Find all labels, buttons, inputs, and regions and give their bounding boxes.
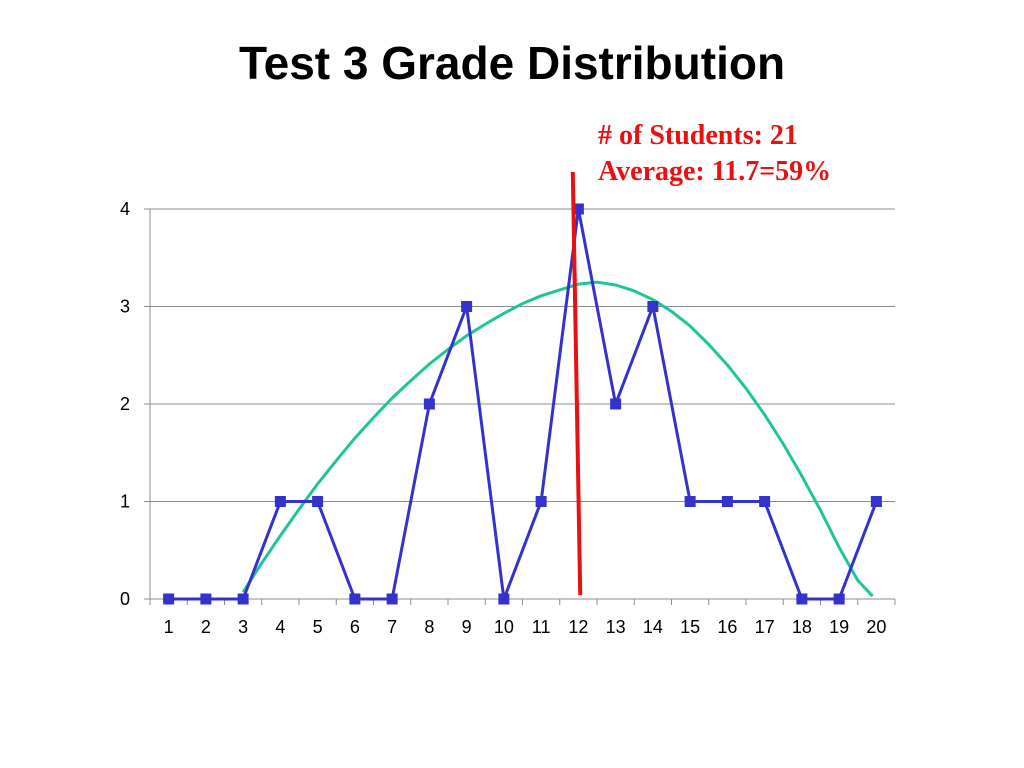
average-line	[570, 171, 583, 596]
series-line	[168, 208, 878, 601]
y-tick-label: 3	[120, 297, 130, 317]
x-tick-label: 16	[717, 617, 737, 637]
grid-layer	[150, 208, 895, 600]
data-point-3	[237, 593, 249, 605]
data-point-16	[721, 496, 733, 507]
data-point-4	[274, 496, 286, 507]
data-point-14	[647, 301, 659, 312]
data-point-9	[461, 301, 473, 312]
data-point-2	[200, 593, 212, 605]
data-point-18	[796, 593, 808, 605]
fit-curve	[241, 280, 874, 598]
y-tick-label: 0	[120, 589, 130, 609]
x-tick-label: 1	[164, 617, 174, 637]
data-point-11	[535, 496, 547, 507]
x-tick-label: 15	[680, 617, 700, 637]
x-tick-label: 5	[313, 617, 323, 637]
x-tick-label: 3	[238, 617, 248, 637]
x-tick-label: 4	[275, 617, 285, 637]
data-point-5	[312, 496, 324, 507]
y-tick-label: 4	[120, 199, 130, 219]
x-tick-label: 20	[866, 617, 886, 637]
data-point-12	[572, 203, 584, 215]
x-tick-label: 12	[568, 617, 588, 637]
stats-annotation: # of Students: 21 Average: 11.7=59%	[598, 118, 831, 190]
x-tick-label: 7	[387, 617, 397, 637]
fit-layer	[241, 280, 874, 598]
x-tick-label: 9	[462, 617, 472, 637]
data-point-13	[610, 398, 622, 410]
x-tick-label: 17	[755, 617, 775, 637]
average-layer	[570, 171, 583, 596]
data-point-15	[684, 496, 696, 507]
data-point-1	[163, 593, 175, 605]
x-tick-label: 8	[424, 617, 434, 637]
data-point-8	[423, 398, 435, 410]
data-point-20	[870, 496, 882, 507]
data-point-6	[349, 593, 361, 605]
x-tick-label: 11	[532, 617, 551, 637]
data-point-7	[386, 593, 398, 605]
average-text: Average: 11.7=59%	[598, 156, 832, 187]
y-tick-label: 1	[120, 492, 130, 512]
x-tick-label: 10	[494, 617, 514, 637]
x-tick-label: 14	[643, 617, 663, 637]
x-tick-label: 19	[829, 617, 849, 637]
slide-title: Test 3 Grade Distribution	[238, 37, 786, 89]
series-layer	[163, 203, 882, 605]
student-count-text: # of Students: 21	[598, 120, 798, 151]
y-tick-label: 2	[120, 394, 130, 414]
data-point-10	[498, 593, 510, 605]
x-tick-label: 2	[201, 617, 211, 637]
data-point-19	[833, 593, 845, 605]
x-tick-label: 18	[792, 617, 812, 637]
x-tick-label: 6	[350, 617, 360, 637]
x-tick-label: 13	[606, 617, 626, 637]
data-point-17	[759, 496, 771, 507]
